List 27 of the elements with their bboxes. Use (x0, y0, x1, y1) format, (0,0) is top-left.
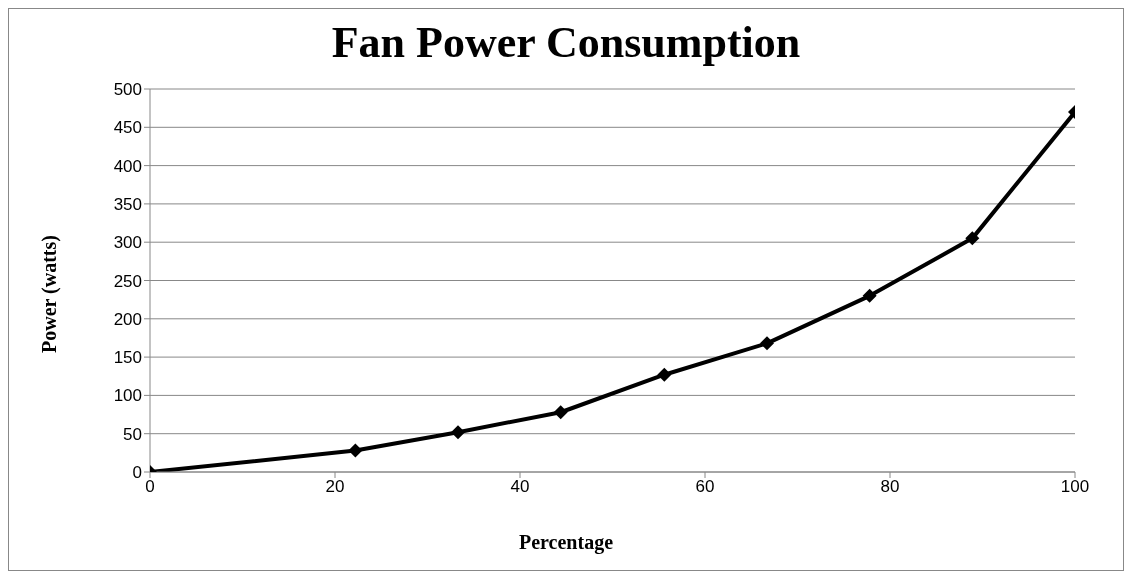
point (553, 405, 568, 420)
y-tick-label: 100 (113, 386, 142, 406)
point (965, 231, 980, 246)
x-tick-label: 40 (510, 477, 530, 497)
x-tick-label: 80 (880, 477, 900, 497)
y-tick-label: 500 (113, 80, 142, 100)
chart-title: Fan Power Consumption (330, 17, 802, 68)
point (862, 288, 877, 303)
point (451, 425, 466, 440)
y-tick-label: 350 (113, 194, 142, 214)
x-tick-label: 20 (325, 477, 345, 497)
y-tick-label: 0 (132, 463, 142, 483)
y-tick-label: 450 (113, 118, 142, 138)
x-tick-label: 0 (145, 477, 155, 497)
y-tick-label: 50 (123, 424, 142, 444)
y-axis-title: Power (watts) (37, 235, 61, 353)
y-tick-label: 300 (113, 233, 142, 253)
y-tick-label: 250 (113, 271, 142, 291)
y-tick-label: 400 (113, 156, 142, 176)
point (348, 443, 363, 458)
y-tick-label: 200 (113, 309, 142, 329)
point (759, 336, 774, 351)
x-tick-label: 60 (695, 477, 715, 497)
y-tick-label: 150 (113, 348, 142, 368)
x-axis-title: Percentage (518, 531, 614, 554)
point (657, 367, 672, 382)
x-tick-label: 100 (1060, 477, 1090, 497)
